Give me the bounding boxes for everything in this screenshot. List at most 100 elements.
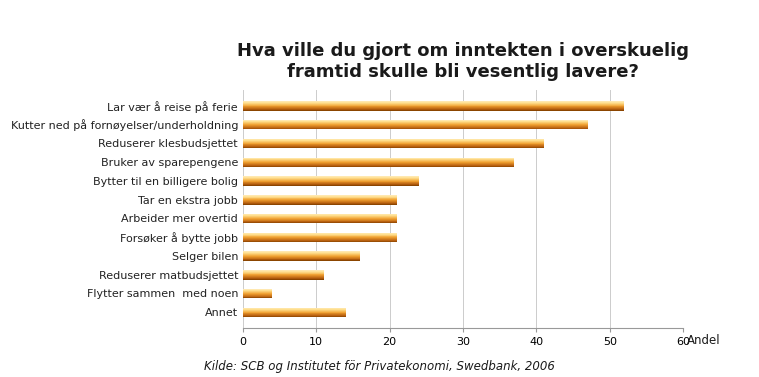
Bar (243, 147, 543, 148)
Bar (243, 290, 272, 291)
Bar (243, 235, 397, 236)
Bar (243, 159, 515, 160)
Bar (243, 144, 543, 145)
Bar (243, 221, 397, 222)
Bar (243, 255, 361, 256)
Bar (243, 146, 543, 147)
Bar (243, 259, 361, 260)
Bar (243, 296, 272, 297)
Bar (243, 315, 345, 316)
Bar (243, 313, 345, 314)
Bar (243, 289, 272, 290)
Bar (243, 309, 345, 310)
Bar (243, 217, 397, 218)
Bar (243, 106, 625, 107)
Bar (243, 166, 515, 167)
Bar (243, 215, 397, 216)
Bar (243, 176, 419, 177)
Bar (243, 178, 419, 179)
Bar (243, 200, 397, 201)
Bar (243, 252, 361, 253)
Bar (243, 257, 361, 258)
Bar (243, 295, 272, 296)
Bar (243, 293, 272, 294)
Bar (243, 158, 515, 159)
Bar (243, 276, 323, 277)
Bar (243, 183, 419, 184)
Bar (243, 297, 272, 298)
Bar (243, 181, 419, 182)
Bar (243, 275, 323, 276)
Bar (243, 182, 419, 183)
Bar (243, 219, 397, 220)
Bar (243, 234, 397, 235)
Bar (243, 308, 345, 309)
Bar (243, 184, 419, 185)
Bar (243, 204, 397, 205)
Bar (243, 222, 397, 223)
Bar (243, 291, 272, 292)
Bar (243, 185, 419, 186)
Bar (243, 270, 323, 271)
Bar (243, 145, 543, 146)
Bar (243, 108, 625, 109)
Bar (243, 124, 587, 125)
Bar (243, 163, 515, 164)
Bar (243, 142, 543, 143)
Bar (243, 165, 515, 166)
Bar (243, 216, 397, 217)
Bar (243, 180, 419, 181)
Bar (243, 162, 515, 163)
Bar (243, 177, 419, 178)
Bar (243, 201, 397, 202)
Bar (243, 121, 587, 122)
Bar (243, 253, 361, 254)
Text: Andel: Andel (687, 334, 720, 347)
Bar (243, 233, 397, 234)
Bar (243, 110, 625, 111)
Bar (243, 127, 587, 128)
Bar (243, 272, 323, 273)
Bar (243, 273, 323, 274)
Bar (243, 271, 323, 272)
Bar (243, 274, 323, 275)
Bar (243, 123, 587, 124)
Bar (243, 312, 345, 313)
Bar (243, 279, 323, 280)
Bar (243, 239, 397, 240)
Title: Hva ville du gjort om inntekten i overskuelig
framtid skulle bli vesentlig laver: Hva ville du gjort om inntekten i oversk… (237, 42, 689, 81)
Bar (243, 128, 587, 129)
Bar (243, 164, 515, 165)
Bar (243, 236, 397, 237)
Bar (243, 311, 345, 312)
Bar (243, 251, 361, 252)
Bar (243, 125, 587, 126)
Bar (243, 294, 272, 295)
Bar (243, 102, 625, 103)
Bar (243, 260, 361, 261)
Bar (243, 277, 323, 278)
Bar (243, 254, 361, 255)
Text: Kilde: SCB og Institutet för Privatekonomi, Swedbank, 2006: Kilde: SCB og Institutet för Privatekono… (204, 360, 555, 373)
Bar (243, 310, 345, 311)
Bar (243, 237, 397, 238)
Bar (243, 143, 543, 144)
Bar (243, 203, 397, 204)
Bar (243, 195, 397, 196)
Bar (243, 238, 397, 239)
Bar (243, 292, 272, 293)
Bar (243, 298, 272, 299)
Bar (243, 101, 625, 102)
Bar (243, 105, 625, 106)
Bar (243, 104, 625, 105)
Bar (243, 122, 587, 123)
Bar (243, 139, 543, 140)
Bar (243, 179, 419, 180)
Bar (243, 316, 345, 317)
Bar (243, 218, 397, 219)
Bar (243, 278, 323, 279)
Bar (243, 126, 587, 127)
Bar (243, 197, 397, 198)
Bar (243, 109, 625, 110)
Bar (243, 199, 397, 200)
